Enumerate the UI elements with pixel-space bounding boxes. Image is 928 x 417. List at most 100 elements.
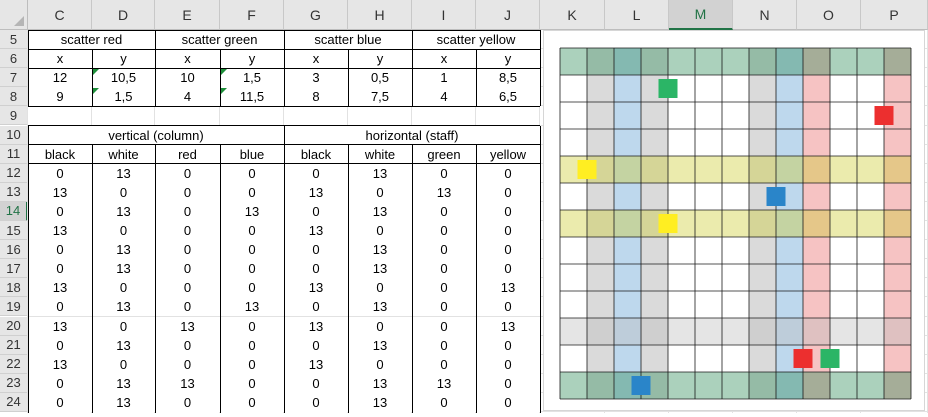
row-header-13[interactable]: 13	[0, 182, 28, 202]
count-cell[interactable]: 13	[92, 201, 155, 221]
scatter-header[interactable]: scatter green	[155, 30, 284, 50]
count-cell[interactable]: 0	[476, 240, 540, 260]
count-cell[interactable]: 0	[476, 201, 540, 221]
count-cell[interactable]: 0	[28, 392, 92, 412]
count-cell[interactable]: 0	[412, 240, 476, 260]
count-cell[interactable]: 13	[92, 240, 155, 260]
row-header-15[interactable]: 15	[0, 221, 28, 241]
column-header-i[interactable]: I	[412, 0, 476, 30]
row-header-10[interactable]: 10	[0, 125, 28, 145]
count-cell[interactable]: 0	[28, 240, 92, 260]
count-cell[interactable]: 13	[412, 373, 476, 393]
count-cell[interactable]: 13	[476, 316, 540, 336]
row-header-8[interactable]: 8	[0, 87, 28, 107]
count-cell[interactable]: 13	[155, 316, 220, 336]
color-header[interactable]: black	[28, 144, 92, 164]
row-header-9[interactable]: 9	[0, 106, 28, 126]
count-cell[interactable]: 0	[220, 316, 284, 336]
axis-label-cell[interactable]: y	[220, 49, 284, 69]
value-cell[interactable]: 1,5	[220, 68, 284, 88]
axis-label-cell[interactable]: x	[155, 49, 220, 69]
count-cell[interactable]: 0	[220, 182, 284, 202]
count-cell[interactable]: 0	[155, 240, 220, 260]
count-cell[interactable]: 0	[220, 163, 284, 183]
count-cell[interactable]: 13	[220, 297, 284, 317]
count-cell[interactable]: 0	[284, 163, 348, 183]
count-cell[interactable]: 13	[348, 163, 412, 183]
row-header-14[interactable]: 14	[0, 201, 28, 221]
count-cell[interactable]: 13	[28, 221, 92, 241]
color-header[interactable]: red	[155, 144, 220, 164]
count-cell[interactable]: 0	[28, 163, 92, 183]
axis-label-cell[interactable]: x	[284, 49, 348, 69]
count-cell[interactable]: 0	[476, 373, 540, 393]
count-cell[interactable]: 0	[412, 163, 476, 183]
count-cell[interactable]: 0	[220, 392, 284, 412]
value-cell[interactable]: 10	[155, 68, 220, 88]
count-cell[interactable]: 0	[28, 297, 92, 317]
scatter-header[interactable]: scatter yellow	[412, 30, 540, 50]
count-cell[interactable]: 13	[220, 201, 284, 221]
value-cell[interactable]: 6,5	[476, 87, 540, 107]
row-header-19[interactable]: 19	[0, 297, 28, 317]
value-cell[interactable]: 1	[412, 68, 476, 88]
column-header-l[interactable]: L	[605, 0, 669, 30]
count-cell[interactable]: 0	[92, 316, 155, 336]
group-header[interactable]: vertical (column)	[28, 125, 284, 145]
count-cell[interactable]: 0	[284, 392, 348, 412]
count-cell[interactable]: 0	[412, 335, 476, 355]
row-header-20[interactable]: 20	[0, 316, 28, 336]
count-cell[interactable]: 0	[284, 259, 348, 279]
column-header-f[interactable]: F	[220, 0, 284, 30]
count-cell[interactable]: 0	[284, 373, 348, 393]
count-cell[interactable]: 0	[220, 221, 284, 241]
count-cell[interactable]: 13	[284, 182, 348, 202]
scatter-header[interactable]: scatter red	[28, 30, 155, 50]
worksheet-grid[interactable]: scatter red scatter green scatter blue scat…	[27, 29, 928, 413]
count-cell[interactable]: 0	[412, 201, 476, 221]
axis-label-cell[interactable]: x	[28, 49, 92, 69]
count-cell[interactable]: 0	[155, 182, 220, 202]
count-cell[interactable]: 0	[412, 259, 476, 279]
count-cell[interactable]: 13	[284, 221, 348, 241]
column-header-d[interactable]: D	[92, 0, 155, 30]
count-cell[interactable]: 0	[412, 221, 476, 241]
count-cell[interactable]: 0	[348, 278, 412, 298]
count-cell[interactable]: 13	[284, 278, 348, 298]
value-cell[interactable]: 8	[284, 87, 348, 107]
count-cell[interactable]: 0	[155, 335, 220, 355]
count-cell[interactable]: 0	[220, 278, 284, 298]
row-header-17[interactable]: 17	[0, 259, 28, 279]
count-cell[interactable]: 0	[476, 335, 540, 355]
count-cell[interactable]: 0	[28, 373, 92, 393]
count-cell[interactable]: 0	[155, 392, 220, 412]
color-header[interactable]: white	[92, 144, 155, 164]
count-cell[interactable]: 13	[28, 278, 92, 298]
count-cell[interactable]: 0	[28, 201, 92, 221]
column-header-p[interactable]: P	[861, 0, 928, 30]
column-header-g[interactable]: G	[284, 0, 348, 30]
row-header-5[interactable]: 5	[0, 30, 28, 50]
row-header-11[interactable]: 11	[0, 144, 28, 164]
count-cell[interactable]: 0	[348, 354, 412, 374]
count-cell[interactable]: 0	[476, 259, 540, 279]
count-cell[interactable]: 13	[28, 182, 92, 202]
count-cell[interactable]: 0	[220, 373, 284, 393]
count-cell[interactable]: 0	[476, 163, 540, 183]
count-cell[interactable]: 13	[92, 297, 155, 317]
count-cell[interactable]: 0	[412, 392, 476, 412]
count-cell[interactable]: 0	[284, 240, 348, 260]
color-header[interactable]: white	[348, 144, 412, 164]
count-cell[interactable]: 13	[348, 297, 412, 317]
row-header-21[interactable]: 21	[0, 335, 28, 355]
row-header-22[interactable]: 22	[0, 354, 28, 374]
count-cell[interactable]: 0	[92, 221, 155, 241]
count-cell[interactable]: 0	[412, 278, 476, 298]
axis-label-cell[interactable]: y	[476, 49, 540, 69]
value-cell[interactable]: 0,5	[348, 68, 412, 88]
row-header-16[interactable]: 16	[0, 240, 28, 260]
count-cell[interactable]: 0	[476, 392, 540, 412]
axis-label-cell[interactable]: y	[92, 49, 155, 69]
row-header-18[interactable]: 18	[0, 278, 28, 298]
count-cell[interactable]: 0	[155, 201, 220, 221]
